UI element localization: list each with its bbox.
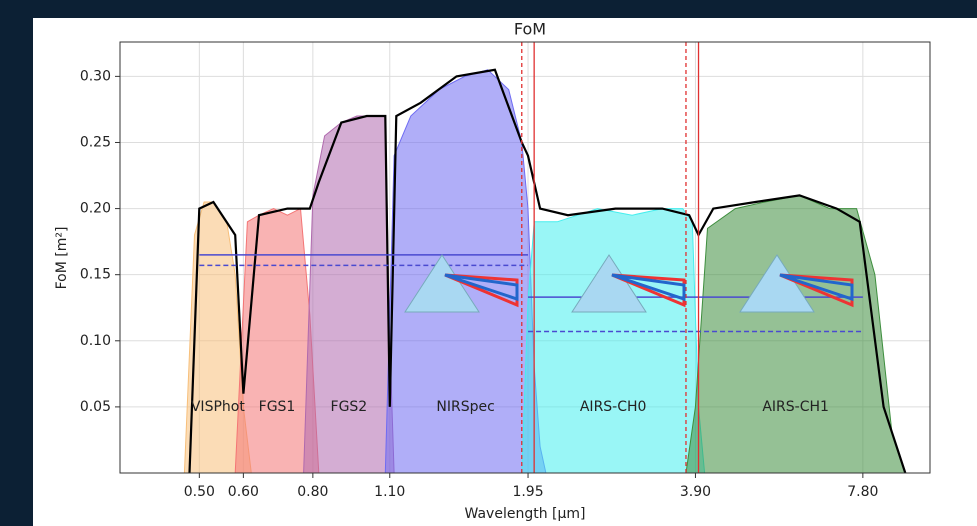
x-tick-label: 0.50 [184,484,215,500]
prism [404,254,519,313]
spectrum [444,273,519,302]
chart-title: FoM [514,20,546,39]
y-tick-label: 0.10 [80,333,111,349]
band-label: FGS2 [331,399,368,415]
y-tick-label: 0.25 [80,134,111,150]
x-tick-label: 0.80 [297,484,328,500]
prisms [404,254,854,313]
y-tick-label: 0.15 [80,267,111,283]
prism [571,254,686,313]
spectrum [611,273,686,302]
band-label: AIRS-CH0 [580,399,647,415]
band-area [521,208,706,474]
spectrum [779,273,854,302]
prism-body [404,254,480,313]
x-tick-label: 1.10 [374,484,405,500]
band-label: FGS1 [259,399,296,415]
x-tick-label: 1.95 [512,484,543,500]
prism-body [571,254,647,313]
x-tick-label: 3.90 [680,484,711,500]
y-axis-label: FoM [m²] [54,227,70,290]
x-tick-label: 0.60 [228,484,259,500]
y-tick-label: 0.20 [80,201,111,217]
plot: 0.05 0.10 0.15 0.20 0.25 0.30 0.50 0.60 0.80 1.10… [80,41,931,500]
prism-body [739,254,815,313]
band-label: VISPhot [191,399,245,415]
plot-frame [119,41,931,474]
band-label: NIRSpec [436,399,494,415]
x-axis-label: Wavelength [μm] [465,506,586,522]
total-line [188,68,907,474]
x-tick-label: 7.80 [847,484,878,500]
y-tick-label: 0.05 [80,399,111,415]
prism [739,254,854,313]
y-tick-label: 0.30 [80,68,111,84]
band-label: AIRS-CH1 [762,399,829,415]
